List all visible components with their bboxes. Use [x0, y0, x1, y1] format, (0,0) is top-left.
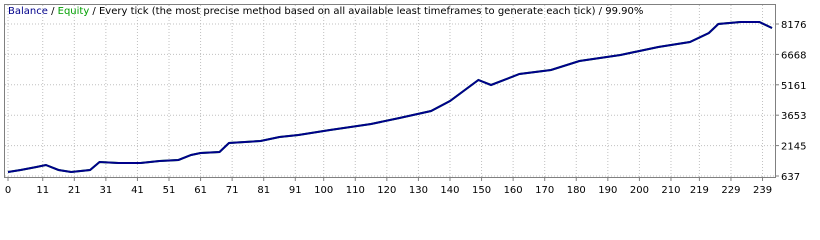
y-tick-label: 3653 [781, 111, 806, 122]
x-tick-label: 0 [5, 185, 11, 196]
y-tick-label: 8176 [781, 20, 806, 31]
x-tick-label: 219 [690, 185, 709, 196]
x-tick-label: 140 [440, 185, 459, 196]
x-tick-label: 170 [535, 185, 554, 196]
x-tick-label: 150 [472, 185, 491, 196]
x-tick-label: 160 [504, 185, 523, 196]
x-tick-label: 130 [409, 185, 428, 196]
x-tick-label: 61 [194, 185, 207, 196]
x-tick-label: 110 [346, 185, 365, 196]
x-tick-label: 200 [630, 185, 649, 196]
legend-entry: Balance [8, 6, 48, 17]
x-tick-label: 81 [257, 185, 270, 196]
x-tick-label: 11 [36, 185, 49, 196]
x-tick-label: 180 [567, 185, 586, 196]
x-tick-label: 51 [163, 185, 176, 196]
y-tick-label: 2145 [781, 142, 806, 153]
x-tick-label: 21 [68, 185, 81, 196]
plot-frame [4, 4, 776, 178]
x-tick-label: 210 [661, 185, 680, 196]
subtitle: Every tick (the most precise method base… [98, 6, 596, 17]
y-tick-label: 637 [781, 172, 800, 183]
series-line [7, 21, 773, 174]
x-tick-label: 41 [131, 185, 144, 196]
x-tick-label: 71 [226, 185, 239, 196]
x-tick-label: 190 [598, 185, 617, 196]
x-tick-label: 229 [721, 185, 740, 196]
y-tick-label: 6668 [781, 50, 806, 61]
x-tick-label: 239 [753, 185, 772, 196]
x-tick-label: 120 [377, 185, 396, 196]
x-tick-label: 31 [100, 185, 113, 196]
chart: 637 2145 3653 5161 6668 8176 0 11 21 31 41 51 61 71 81… [4, 4, 806, 196]
x-tick-label: 91 [289, 185, 302, 196]
legend: Balance / Equity / Every tick (the most … [8, 6, 644, 17]
y-tick-label: 5161 [781, 81, 806, 92]
quality: 99.90% [605, 6, 644, 17]
legend-entry: Equity [57, 6, 90, 17]
x-tick-label: 100 [314, 185, 333, 196]
